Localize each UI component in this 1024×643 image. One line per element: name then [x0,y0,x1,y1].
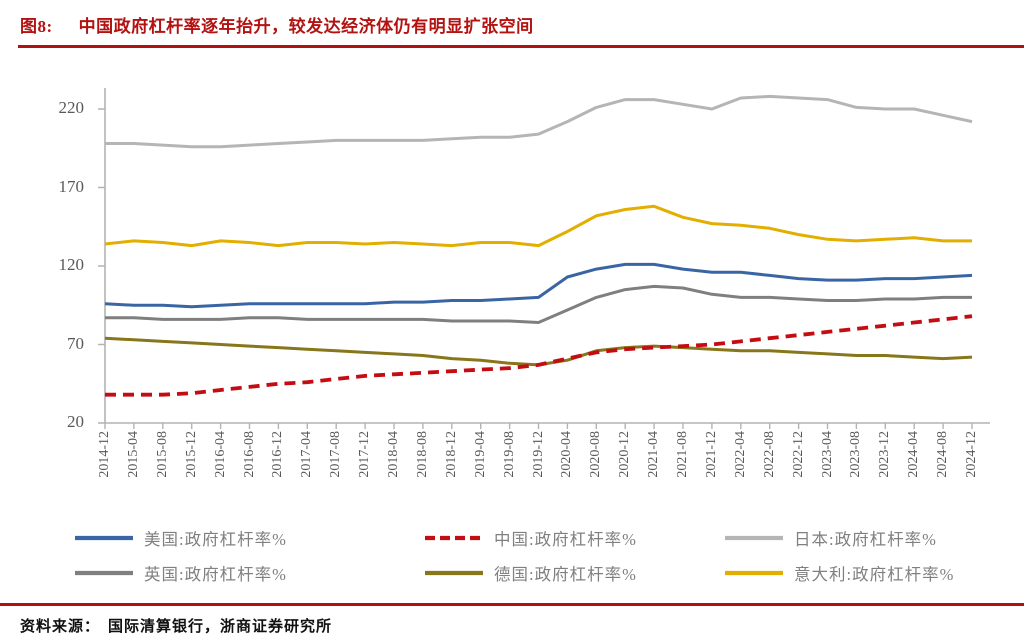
legend-item-usa: 美国:政府杠杆率% [75,524,425,552]
x-axis-tick-label: 2020-12 [617,431,633,478]
series-line-usa [104,262,973,309]
legend-item-uk: 英国:政府杠杆率% [75,559,425,587]
axis-ticks [98,108,973,429]
x-axis-tick-label: 2021-04 [646,431,662,478]
legend-label-italy: 意大利:政府杠杆率% [794,565,955,584]
plot-svg [98,88,990,429]
x-axis-tick-label: 2014-12 [97,431,112,478]
source-text: 国际清算银行，浙商证券研究所 [108,619,333,635]
figure-title: 图8: 中国政府杠杆率逐年抬升，较发达经济体仍有明显扩张空间 [20,12,1010,37]
x-axis-tick-label: 2024-04 [906,431,922,478]
x-axis-tick-label: 2022-08 [761,431,777,478]
chart-plot-area [85,80,1005,445]
legend-item-italy: 意大利:政府杠杆率% [725,559,980,587]
legend-swatch-japan [725,535,783,541]
legend-label-usa: 美国:政府杠杆率% [144,530,287,549]
legend-item-japan: 日本:政府杠杆率% [725,524,980,552]
x-axis-tick-label: 2019-04 [472,431,488,478]
legend-swatch-uk [75,570,133,576]
x-axis-tick-label: 2020-08 [588,431,604,478]
legend-item-china: 中国:政府杠杆率% [425,524,725,552]
x-axis-tick-label: 2016-12 [270,431,286,478]
x-axis-tick-label: 2020-04 [559,431,575,478]
x-axis-tick-label: 2021-12 [703,431,719,478]
legend-swatch-usa [75,535,133,541]
legend-swatch-germany [425,570,483,576]
series-line-china [105,314,973,397]
series-line-uk [105,284,972,324]
x-axis-tick-label: 2018-12 [443,431,459,478]
x-axis-tick-label: 2024-08 [935,431,951,478]
series-line-japan [105,94,973,149]
x-axis-tick-label: 2018-04 [386,431,401,478]
x-axis-tick-label: 2015-04 [125,431,141,478]
y-axis-tick-label: 70 [67,333,84,353]
y-axis-tick-label: 170 [58,176,85,196]
legend-label-germany: 德国:政府杠杆率% [494,565,637,584]
series-line-germany [104,336,973,367]
legend-label-china: 中国:政府杠杆率% [494,530,637,549]
source-label: 资料来源： [20,619,101,635]
footer-divider [0,603,1024,606]
x-axis-tick-label: 2022-04 [732,431,748,478]
title-divider [18,45,1024,48]
x-axis-tick-label: 2024-12 [964,431,979,478]
legend-swatch-china [425,535,483,541]
x-axis-tick-label: 2022-12 [790,431,806,478]
x-axis-tick-label: 2015-12 [183,431,199,478]
source-note: 资料来源： 国际清算银行，浙商证券研究所 [20,615,332,636]
x-axis-tick-label: 2023-04 [819,431,835,478]
x-axis-tick-label: 2018-08 [414,431,430,478]
x-axis-tick-label: 2017-12 [357,431,373,478]
axis-frame [104,88,990,424]
y-axis-tick-label: 120 [58,255,85,274]
figure-number: 图8: [20,17,53,36]
x-axis-tick-label: 2023-08 [848,431,864,478]
chart-legend: 美国:政府杠杆率% 中国:政府杠杆率% 日本:政府杠杆率% 英国:政府杠杆率% 德国:政… [75,524,980,587]
figure-title-text: 中国政府杠杆率逐年抬升，较发达经济体仍有明显扩张空间 [78,17,534,36]
x-axis-tick-label: 2015-08 [154,431,170,478]
series-line-italy [104,204,972,248]
legend-label-japan: 日本:政府杠杆率% [794,530,937,549]
x-axis-tick-label: 2016-04 [212,431,228,478]
x-axis-tick-label: 2016-08 [241,431,257,478]
y-axis-tick-label: 20 [67,412,84,431]
x-axis-tick-label: 2023-12 [877,431,893,478]
x-axis-tick-label: 2021-08 [675,431,690,478]
legend-swatch-italy [725,570,783,576]
legend-item-germany: 德国:政府杠杆率% [425,559,725,587]
x-axis-tick-label: 2019-12 [530,431,546,478]
y-axis-tick-label: 220 [58,98,85,117]
legend-label-uk: 英国:政府杠杆率% [144,565,287,584]
x-axis-tick-label: 2017-04 [299,431,315,478]
x-axis-tick-label: 2017-08 [328,431,344,478]
x-axis-tick-label: 2019-08 [501,431,517,478]
